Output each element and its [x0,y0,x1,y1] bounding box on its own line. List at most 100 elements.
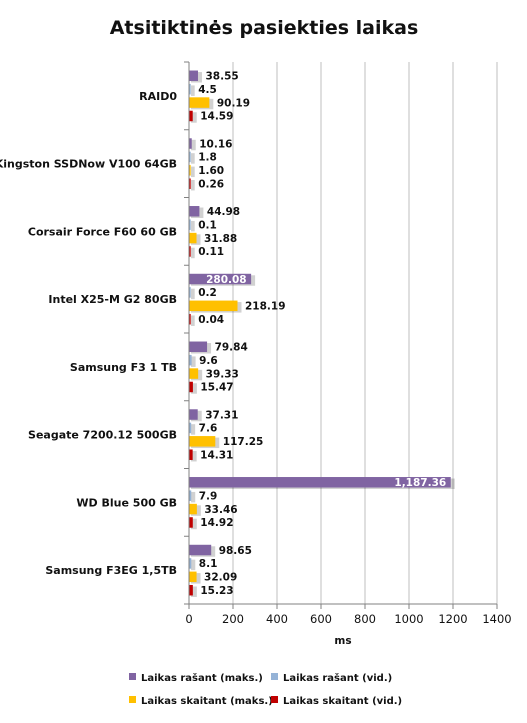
bar [189,151,191,163]
bar [189,571,197,583]
data-label: 117.25 [223,436,264,448]
bar-shadow [191,220,195,232]
legend-label: Laikas skaitant (vid.) [283,696,402,707]
bar [189,503,197,515]
bar-shadow [191,424,196,435]
data-label: 15.47 [200,382,233,394]
bar [189,165,191,176]
bar [189,381,193,393]
data-label: 32.09 [204,572,237,584]
bar-shadow [191,139,196,151]
x-tick-label: 1000 [394,612,423,626]
data-label: 0.2 [198,287,217,299]
bar [189,138,192,149]
data-label: 15.23 [200,585,233,597]
data-label: 90.19 [217,97,250,109]
legend-label: Laikas rašant (vid.) [283,672,392,684]
bar [189,584,193,596]
data-label: 0.26 [198,178,224,190]
bar-shadow [191,559,196,571]
data-label: 9.6 [199,355,218,367]
x-tick-label: 400 [266,612,288,626]
legend-label: Laikas skaitant (maks.) [141,696,273,707]
data-label: 98.65 [219,545,252,557]
x-tick-label: 1200 [438,612,467,626]
data-label: 1,187.36 [394,477,446,489]
bar-shadow [191,153,195,164]
category-label: WD Blue 500 GB [76,496,177,509]
legend-swatch [271,696,278,703]
bar [189,368,199,379]
bar [189,354,192,366]
bar-shadow [191,356,196,367]
bar [189,544,212,556]
x-tick-label: 600 [310,612,332,626]
data-label: 79.84 [215,342,248,354]
data-label: 31.88 [204,233,237,245]
bar-shadow [191,112,197,123]
bar [189,232,197,244]
bar [189,558,192,569]
data-label: 218.19 [245,301,286,313]
bar [189,313,191,325]
bar [189,287,191,298]
legend-swatch [129,696,136,703]
bar-shadow [191,491,196,503]
bar [189,449,193,460]
bar [189,517,193,528]
bar [189,219,191,230]
bar [189,490,192,501]
data-label: 0.11 [198,246,224,258]
legend-label: Laikas rašant (maks.) [141,672,263,684]
x-tick-label: 800 [354,612,376,626]
data-label: 38.55 [205,71,238,83]
bar [189,436,216,447]
chart-title: Atsitiktinės pasiekties laikas [110,17,419,39]
bar-shadow [191,383,197,394]
data-label: 0.04 [198,314,224,326]
bar [189,246,191,257]
data-label: 7.6 [199,423,218,435]
x-tick-label: 200 [222,612,244,626]
bar [189,206,200,217]
plot-area: 0 200 400 600 800 1000 1200 1400 RAID0 38.554.590… [0,61,512,626]
category-label: Samsung F3 1 TB [70,361,177,374]
category-label: Samsung F3EG 1,5TB [45,564,177,577]
data-label: 0.1 [198,219,217,231]
data-label: 10.16 [199,138,232,150]
bar [189,273,252,285]
data-label: 14.92 [200,517,233,529]
bar [189,422,192,434]
bar [189,110,193,122]
category-label: Corsair Force F60 60 GB [28,225,177,238]
bar [189,97,210,108]
category-label: Kingston SSDNow V100 64GB [0,158,177,171]
data-label: 39.33 [206,368,239,380]
data-label: 37.31 [205,409,238,421]
bar [189,178,191,189]
bar [189,300,238,312]
data-label: 14.31 [200,449,233,461]
category-label: Intel X25-M G2 80GB [48,293,177,306]
data-label: 7.9 [199,490,218,502]
x-axis-label: ms [334,635,351,647]
bar-shadow [191,586,197,597]
bar [189,409,198,420]
category-label: Seagate 7200.12 500GB [28,429,177,442]
legend: Laikas rašant (maks.) Laikas rašant (vid.… [129,672,402,707]
data-label: 33.46 [204,504,237,516]
data-label: 280.08 [206,274,247,286]
bar-shadow [191,315,195,326]
bar-shadow [191,450,197,462]
bar [189,477,451,488]
data-label: 8.1 [199,558,218,570]
data-label: 14.59 [200,111,233,123]
bar-shadow [191,179,195,191]
data-label: 4.5 [198,84,217,96]
legend-swatch [129,673,136,680]
x-tick-label: 0 [185,612,192,626]
legend-swatch [271,673,278,680]
bar-shadow [191,247,195,259]
bar-shadow [191,288,195,300]
